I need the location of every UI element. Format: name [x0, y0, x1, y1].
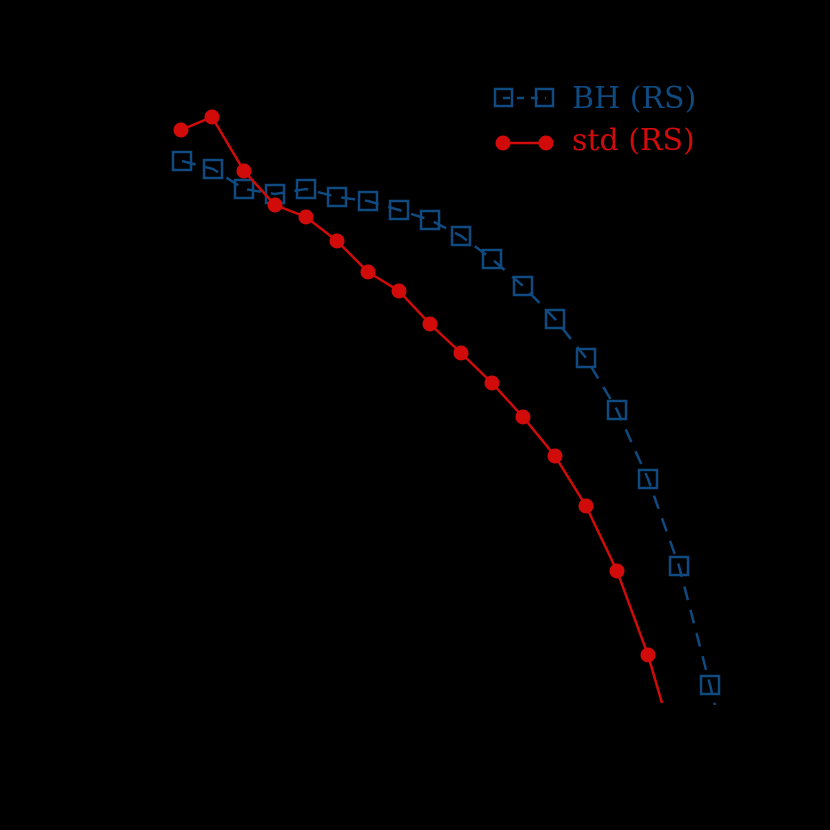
- square-marker-icon: [419, 209, 441, 231]
- square-marker-icon: [575, 347, 597, 369]
- square-marker-icon: [233, 178, 255, 200]
- legend: BH (RS) std (RS): [493, 81, 696, 158]
- legend-square-marker-icon: [534, 87, 555, 108]
- square-marker-icon: [388, 199, 410, 221]
- circle-marker-icon: [640, 647, 656, 663]
- circle-marker-icon: [422, 316, 438, 332]
- circle-marker-icon: [609, 563, 625, 579]
- square-marker-icon: [326, 186, 348, 208]
- legend-entry-std: std (RS): [495, 123, 695, 158]
- legend-entry-bh: BH (RS): [493, 81, 696, 116]
- circle-marker-icon: [484, 375, 500, 391]
- circle-marker-icon: [236, 163, 252, 179]
- square-marker-icon: [481, 248, 503, 270]
- square-marker-icon: [450, 225, 472, 247]
- circle-marker-icon: [515, 409, 531, 425]
- square-marker-icon: [606, 399, 628, 421]
- circle-marker-icon: [173, 122, 189, 138]
- legend-square-marker-icon: [493, 87, 514, 108]
- circle-marker-icon: [329, 233, 345, 249]
- square-marker-icon: [295, 178, 317, 200]
- series-line: [180, 115, 664, 704]
- square-marker-icon: [637, 468, 659, 490]
- circle-marker-icon: [298, 209, 314, 225]
- circle-marker-icon: [453, 345, 469, 361]
- square-marker-icon: [512, 275, 534, 297]
- square-marker-icon: [357, 190, 379, 212]
- series-std-rs: [173, 109, 664, 704]
- legend-label-bh: BH (RS): [572, 81, 696, 116]
- legend-circle-marker-icon: [495, 135, 511, 151]
- square-marker-icon: [544, 308, 566, 330]
- square-marker-icon: [171, 150, 193, 172]
- legend-label-std: std (RS): [572, 123, 695, 158]
- square-marker-icon: [668, 555, 690, 577]
- circle-marker-icon: [360, 264, 376, 280]
- circle-marker-icon: [267, 197, 283, 213]
- circle-marker-icon: [391, 283, 407, 299]
- square-marker-icon: [202, 158, 224, 180]
- legend-circle-marker-icon: [538, 135, 554, 151]
- circle-marker-icon: [547, 448, 563, 464]
- series-line: [181, 159, 717, 706]
- series-layer: [171, 109, 721, 706]
- circle-marker-icon: [204, 109, 220, 125]
- square-marker-icon: [699, 674, 721, 696]
- circle-marker-icon: [578, 498, 594, 514]
